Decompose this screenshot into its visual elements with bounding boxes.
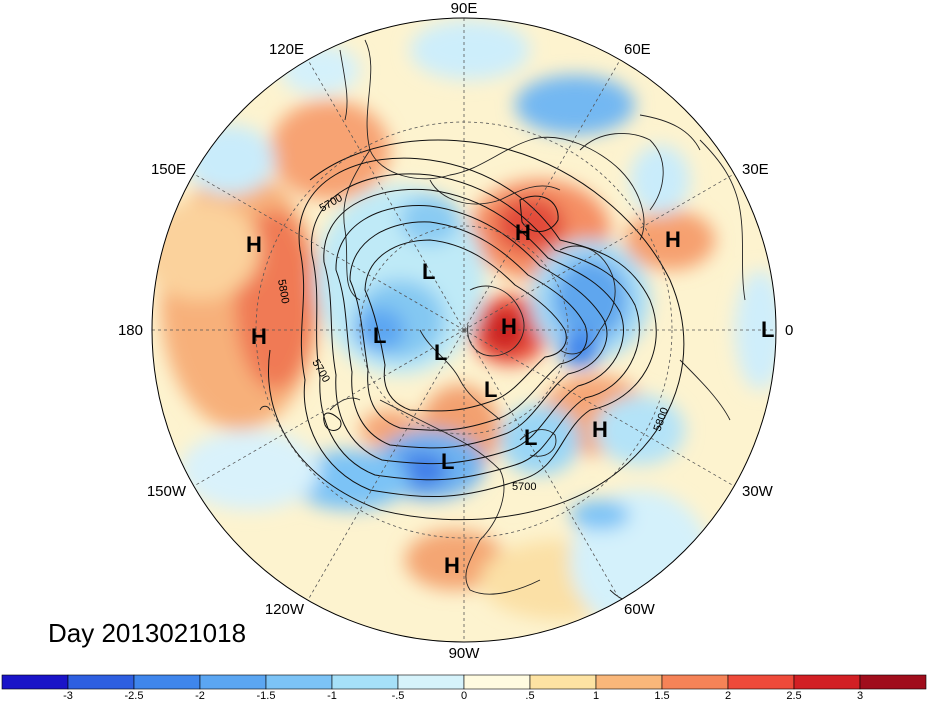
pressure-centers: H H H H H H H L L L L L L L: [246, 220, 774, 578]
graticule: [152, 18, 776, 642]
contour-label: 5800: [275, 278, 291, 304]
colorbar-swatch: [529, 674, 597, 690]
lon-label-30e: 30E: [742, 161, 769, 178]
lon-label-0: 0: [785, 322, 793, 339]
colorbar-tick-label: .5: [525, 690, 534, 702]
colorbar-tick-label: 1.5: [654, 690, 669, 702]
lon-label-120e: 120E: [269, 41, 304, 58]
lon-label-90e: 90E: [451, 0, 478, 17]
colorbar-swatch: [463, 674, 531, 690]
colorbar-swatch: [727, 674, 795, 690]
colorbar-tick-label: -1.5: [257, 690, 276, 702]
lon-label-30w: 30W: [742, 483, 774, 500]
page-title: Day 2013021018: [48, 618, 247, 648]
colorbar-swatch: [133, 674, 201, 690]
colorbar-swatch: [793, 674, 861, 690]
coastlines: [259, 39, 746, 607]
colorbar-tick-label: 0: [461, 690, 467, 702]
pressure-center-marker: L: [761, 317, 774, 342]
colorbar: -3 -2.5 -2 -1.5 -1 -.5 0 .5 1 1.5 2 2.5 3: [1, 674, 927, 702]
lon-label-150w: 150W: [147, 483, 187, 500]
colorbar-tick-label: -.5: [392, 690, 405, 702]
pressure-center-marker: L: [373, 323, 386, 348]
pressure-center-marker: H: [501, 314, 517, 339]
pressure-center-marker: H: [515, 220, 531, 245]
pressure-center-marker: L: [484, 377, 497, 402]
lon-label-60w: 60W: [624, 601, 656, 618]
colorbar-tick-label: -3: [63, 690, 73, 702]
colorbar-tick-label: 2.5: [786, 690, 801, 702]
pressure-center-marker: L: [441, 449, 454, 474]
lon-label-180: 180: [118, 322, 143, 339]
colorbar-swatch: [67, 674, 135, 690]
map-boundary: [151, 17, 777, 643]
pressure-center-marker: H: [592, 417, 608, 442]
lon-label-120w: 120W: [265, 601, 305, 618]
colorbar-swatch: [1, 674, 69, 690]
colorbar-tick-label: 1: [593, 690, 599, 702]
lon-label-90w: 90W: [449, 645, 481, 662]
pressure-center-marker: L: [422, 259, 435, 284]
colorbar-swatch: [397, 674, 465, 690]
colorbar-tick-label: 3: [857, 690, 863, 702]
colorbar-tick-label: -1: [327, 690, 337, 702]
colorbar-swatch: [595, 674, 663, 690]
longitude-labels: 90E 60E 30E 0 30W 60W 90W 120W 150W 180 …: [118, 0, 793, 662]
colorbar-swatch: [199, 674, 267, 690]
height-contours: [268, 139, 685, 521]
contour-label: 5700: [512, 481, 536, 493]
colorbar-swatch: [331, 674, 399, 690]
pressure-center-marker: L: [524, 425, 537, 450]
colorbar-swatch: [661, 674, 729, 690]
pressure-center-marker: H: [665, 227, 681, 252]
colorbar-tick-label: -2: [195, 690, 205, 702]
colorbar-tick-label: -2.5: [125, 690, 144, 702]
colorbar-swatch: [265, 674, 333, 690]
lon-label-60e: 60E: [624, 41, 651, 58]
colorbar-swatch: [859, 674, 927, 690]
pressure-center-marker: H: [444, 553, 460, 578]
colorbar-tick-label: 2: [725, 690, 731, 702]
pressure-center-marker: H: [251, 324, 267, 349]
lon-label-150e: 150E: [151, 161, 186, 178]
pressure-center-marker: L: [434, 340, 447, 365]
pressure-center-marker: H: [246, 232, 262, 257]
